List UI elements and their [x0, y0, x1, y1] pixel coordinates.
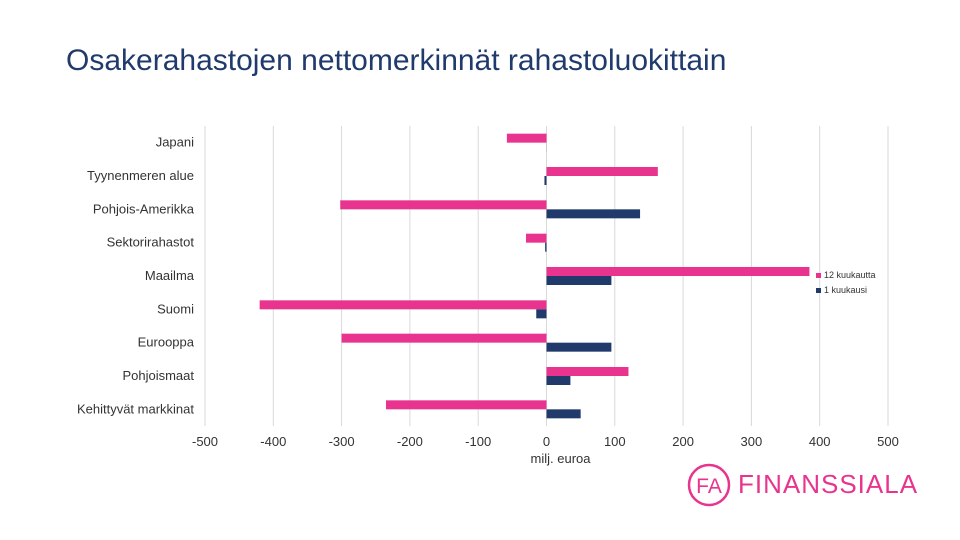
category-label: Kehittyvät markkinat [77, 401, 194, 416]
category-label: Pohjois-Amerikka [93, 201, 195, 216]
bar-series-1 [506, 133, 547, 143]
bar-series-1 [259, 300, 547, 310]
bar-series-2 [546, 376, 571, 385]
x-tick-label: 200 [672, 434, 694, 449]
x-tick-labels: -500 -400 -300 -200 -100 0 100 200 300 400 500 [192, 434, 899, 449]
bar-series-2 [544, 176, 547, 185]
chart-title: Osakerahastojen nettomerkinnät rahastolu… [66, 44, 727, 77]
x-tick-label: -300 [329, 434, 355, 449]
fa-logo-icon: FA [687, 463, 731, 507]
bar-series-1 [546, 167, 658, 176]
bar-series-1 [546, 267, 810, 276]
legend-label: 12 kuukautta [824, 270, 876, 280]
legend-swatch [816, 273, 821, 278]
bar-series-2 [546, 342, 612, 352]
x-tick-label: -400 [260, 434, 286, 449]
logo-wordmark: FINANSSIALA [738, 469, 919, 499]
x-tick-label: -100 [465, 434, 491, 449]
bar-series-2 [546, 276, 612, 285]
legend: 12 kuukautta 1 kuukausi [816, 270, 876, 295]
legend-label: 1 kuukausi [824, 285, 867, 295]
bar-series-1 [546, 367, 629, 376]
bar-series-1 [526, 233, 547, 243]
bar-series-2 [545, 242, 547, 252]
x-tick-label: 300 [741, 434, 763, 449]
x-tick-label: 100 [604, 434, 626, 449]
x-axis-title: milj. euroa [531, 451, 592, 466]
bar-series-1 [385, 400, 547, 410]
category-label: Pohjoismaat [122, 368, 194, 383]
category-label: Sektorirahastot [107, 235, 195, 250]
bar-series-2 [536, 309, 547, 319]
bar-series-1 [340, 200, 547, 210]
bar-series-2 [546, 409, 581, 419]
category-labels: Japani Tyynenmeren alue Pohjois-Amerikka Se… [77, 135, 195, 417]
bar-series-2 [546, 209, 641, 219]
category-label: Tyynenmeren alue [87, 168, 194, 183]
category-label: Maailma [145, 268, 195, 283]
bar-series-1 [341, 333, 547, 343]
logo-mark-text: FA [696, 475, 722, 498]
x-tick-label: -200 [397, 434, 423, 449]
x-tick-label: 400 [809, 434, 831, 449]
x-tick-label: 0 [543, 434, 550, 449]
category-label: Suomi [157, 301, 194, 316]
category-label: Eurooppa [138, 335, 195, 350]
x-tick-label: -500 [192, 434, 218, 449]
category-label: Japani [156, 135, 194, 150]
finanssiala-logo: FA FINANSSIALA [686, 462, 919, 508]
bars [259, 133, 810, 419]
x-tick-label: 500 [877, 434, 899, 449]
legend-swatch [816, 288, 821, 293]
